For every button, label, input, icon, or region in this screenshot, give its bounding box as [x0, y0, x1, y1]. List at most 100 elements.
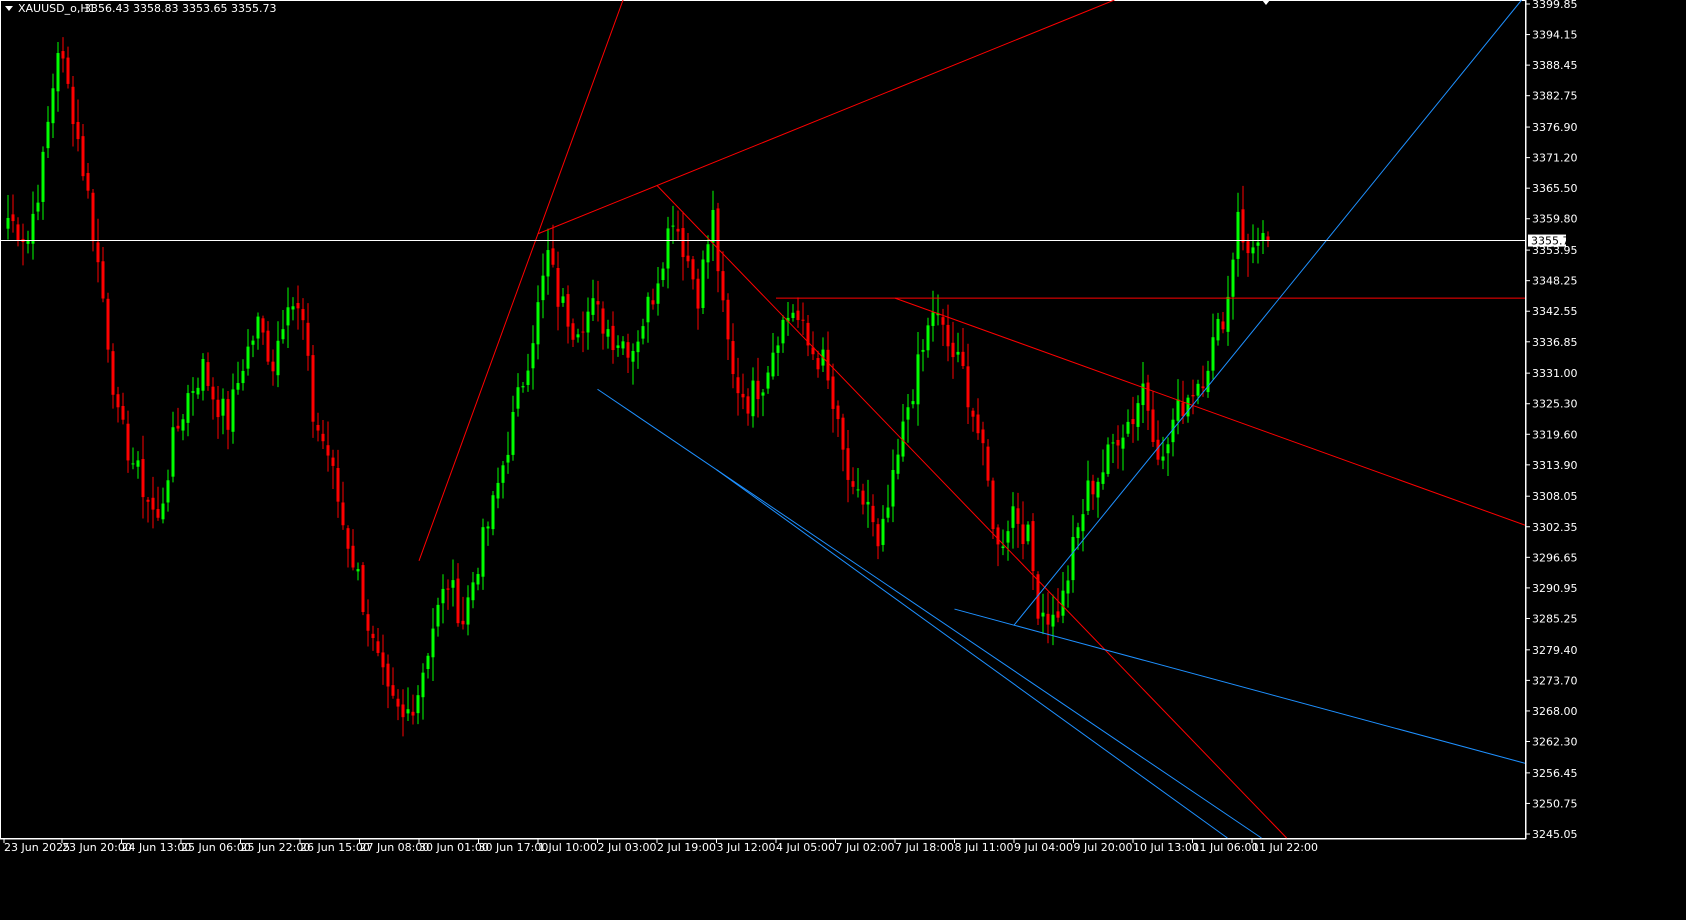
candle-body: [146, 499, 150, 502]
time-tick-label: 11 Jul 22:00: [1252, 841, 1318, 854]
candle-body: [1066, 580, 1070, 594]
candle-body: [1026, 524, 1030, 542]
candle-body: [1051, 614, 1055, 627]
candle-body: [1156, 439, 1160, 460]
blue-trendline[interactable]: [1013, 0, 1523, 626]
candle-body: [121, 405, 125, 420]
price-tick-label: 3250.75: [1532, 797, 1578, 810]
candle-body: [661, 268, 665, 281]
trendlines-layer[interactable]: [418, 0, 1526, 839]
candle-body: [1226, 296, 1230, 332]
candle-body: [1116, 439, 1120, 446]
candle-body: [721, 271, 725, 301]
candle-body: [681, 228, 685, 258]
candle-body: [536, 302, 540, 345]
candle-body: [591, 298, 595, 315]
candle-body: [916, 354, 920, 405]
price-tick-label: 3353.95: [1532, 244, 1578, 257]
price-axis[interactable]: 3399.85 3394.15 3388.45 3382.75 3376.90 3371.…: [1526, 0, 1578, 841]
chart-header: XAUUSD_o,H1 3356.43 3358.83 3353.65 3355…: [5, 2, 276, 15]
candle-body: [826, 349, 830, 381]
candle-body: [56, 53, 60, 92]
candle-body: [311, 355, 315, 422]
time-tick-label: 7 Jul 02:00: [836, 841, 895, 854]
price-tick-label: 3262.30: [1532, 736, 1578, 749]
red-trendline[interactable]: [537, 0, 1115, 235]
candle-body: [1146, 382, 1150, 411]
price-tick-label: 3331.00: [1532, 367, 1578, 380]
candle-body: [356, 569, 360, 572]
candle-body: [1161, 456, 1165, 461]
candle-body: [1021, 524, 1025, 545]
candle-body: [171, 427, 175, 477]
price-tick-label: 3245.05: [1532, 828, 1578, 841]
time-tick-label: 23 Jun 2025: [4, 841, 70, 854]
candle-body: [1256, 242, 1260, 246]
candle-body: [1141, 383, 1145, 406]
price-tick-label: 3302.35: [1532, 521, 1578, 534]
time-tick-label: 8 Jul 11:00: [955, 841, 1014, 854]
time-tick-label: 9 Jul 20:00: [1074, 841, 1133, 854]
candle-body: [481, 527, 485, 577]
blue-trendline[interactable]: [716, 469, 1228, 839]
candle-body: [261, 318, 265, 333]
price-tick-label: 3382.75: [1532, 90, 1578, 103]
candle-body: [761, 392, 765, 396]
candle-body: [1221, 321, 1225, 330]
candle-body: [886, 507, 890, 518]
candle-body: [606, 329, 610, 337]
candle-body: [596, 301, 600, 305]
candle-body: [321, 433, 325, 442]
candle-body: [1106, 444, 1110, 474]
time-tick-label: 24 Jun 13:00: [122, 841, 192, 854]
time-tick-label: 3 Jul 12:00: [717, 841, 776, 854]
time-tick-label: 10 Jul 13:00: [1133, 841, 1199, 854]
candle-body: [486, 526, 490, 529]
candle-body: [491, 495, 495, 530]
triangle-down-icon[interactable]: [5, 6, 13, 11]
candle-body: [811, 347, 815, 355]
candle-body: [256, 316, 260, 339]
blue-trendline[interactable]: [597, 388, 1262, 839]
candle-body: [831, 376, 835, 409]
red-trendline[interactable]: [894, 297, 1526, 526]
blue-trendline[interactable]: [954, 608, 1526, 764]
price-tick-label: 3285.25: [1532, 612, 1578, 625]
candle-body: [461, 620, 465, 625]
candle-body: [506, 454, 510, 463]
candle-body: [276, 340, 280, 376]
candle-body: [946, 324, 950, 347]
candle-body: [1096, 481, 1100, 498]
candle-body: [1006, 531, 1010, 543]
candle-body: [451, 580, 455, 588]
candle-body: [666, 228, 670, 269]
candle-body: [196, 387, 200, 395]
candle-body: [446, 588, 450, 590]
candle-body: [626, 342, 630, 358]
candle-body: [116, 394, 120, 408]
candle-body: [741, 393, 745, 398]
candle-body: [936, 313, 940, 316]
candle-body: [551, 248, 555, 265]
time-tick-label: 26 Jun 15:00: [300, 841, 370, 854]
candle-body: [381, 652, 385, 668]
candle-body: [441, 588, 445, 604]
candle-body: [266, 330, 270, 362]
price-tick-label: 3313.90: [1532, 459, 1578, 472]
candle-body: [241, 370, 245, 384]
candle-body: [891, 469, 895, 507]
chart-shift-marker-icon[interactable]: [1262, 0, 1270, 5]
candle-body: [1231, 259, 1235, 297]
candle-body: [86, 173, 90, 191]
candle-body: [941, 317, 945, 325]
candle-body: [226, 399, 230, 430]
time-tick-label: 2 Jul 03:00: [598, 841, 657, 854]
candle-body: [376, 641, 380, 653]
red-trendline[interactable]: [418, 0, 624, 561]
candle-body: [751, 380, 755, 417]
red-trendline[interactable]: [656, 185, 1288, 839]
candle-body: [26, 240, 30, 244]
candle-body: [1071, 536, 1075, 581]
